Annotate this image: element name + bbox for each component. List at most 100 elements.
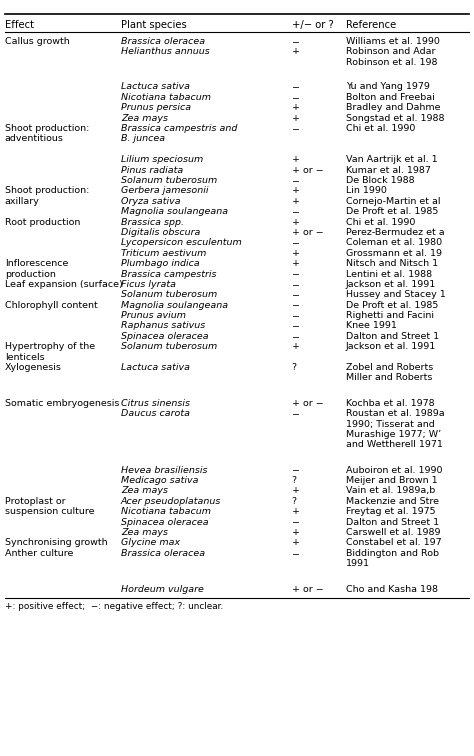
Text: −: − (292, 409, 300, 418)
Text: −: − (292, 301, 300, 310)
Text: Spinacea oleracea: Spinacea oleracea (121, 332, 209, 341)
Text: Constabel et al. 197: Constabel et al. 197 (346, 538, 442, 547)
Text: Lactuca sativa: Lactuca sativa (121, 363, 190, 372)
Text: Brassica campestris and: Brassica campestris and (121, 124, 237, 133)
Text: Knee 1991: Knee 1991 (346, 321, 397, 330)
Text: Kumar et al. 1987: Kumar et al. 1987 (346, 166, 431, 175)
Text: ?: ? (292, 363, 297, 372)
Text: Oryza sativa: Oryza sativa (121, 197, 181, 206)
Text: Brassica spp.: Brassica spp. (121, 218, 184, 227)
Text: Vain et al. 1989a,b: Vain et al. 1989a,b (346, 487, 435, 495)
Text: Shoot production:: Shoot production: (5, 124, 89, 133)
Text: −: − (292, 280, 300, 289)
Text: Kochba et al. 1978: Kochba et al. 1978 (346, 399, 435, 407)
Text: Dalton and Street 1: Dalton and Street 1 (346, 518, 439, 527)
Text: +: + (292, 48, 300, 57)
Text: Mackenzie and Stre: Mackenzie and Stre (346, 497, 439, 506)
Text: Miller and Roberts: Miller and Roberts (346, 373, 432, 383)
Text: Nicotiana tabacum: Nicotiana tabacum (121, 507, 211, 516)
Text: −: − (292, 549, 300, 558)
Text: −: − (292, 82, 300, 91)
Text: Nicotiana tabacum: Nicotiana tabacum (121, 93, 211, 102)
Text: Jackson et al. 1991: Jackson et al. 1991 (346, 342, 436, 352)
Text: Carswell et al. 1989: Carswell et al. 1989 (346, 528, 440, 537)
Text: Leaf expansion (surface): Leaf expansion (surface) (5, 280, 122, 289)
Text: −: − (292, 311, 300, 320)
Text: Daucus carota: Daucus carota (121, 409, 190, 418)
Text: Medicago sativa: Medicago sativa (121, 476, 199, 485)
Text: Lentini et al. 1988: Lentini et al. 1988 (346, 270, 432, 278)
Text: Lactuca sativa: Lactuca sativa (121, 82, 190, 91)
Text: +: + (292, 342, 300, 352)
Text: −: − (292, 176, 300, 185)
Text: +: + (292, 538, 300, 547)
Text: Zobel and Roberts: Zobel and Roberts (346, 363, 433, 372)
Text: De Block 1988: De Block 1988 (346, 176, 415, 185)
Text: ?: ? (292, 497, 297, 506)
Text: Hevea brasiliensis: Hevea brasiliensis (121, 466, 207, 475)
Text: + or −: + or − (292, 584, 323, 593)
Text: B. juncea: B. juncea (121, 135, 165, 144)
Text: Pinus radiata: Pinus radiata (121, 166, 183, 175)
Text: Prunus persica: Prunus persica (121, 104, 191, 112)
Text: Bolton and Freebai: Bolton and Freebai (346, 93, 435, 102)
Text: Zea mays: Zea mays (121, 528, 168, 537)
Text: +: + (292, 487, 300, 495)
Text: Robinson and Adar: Robinson and Adar (346, 48, 436, 57)
Text: +: + (292, 259, 300, 268)
Text: −: − (292, 290, 300, 299)
Text: adventitious: adventitious (5, 135, 64, 144)
Text: Murashige 1977; W’: Murashige 1977; W’ (346, 430, 441, 439)
Text: −: − (292, 466, 300, 475)
Text: + or −: + or − (292, 399, 323, 407)
Text: +: + (292, 187, 300, 195)
Text: Acer pseudoplatanus: Acer pseudoplatanus (121, 497, 221, 506)
Text: + or −: + or − (292, 228, 323, 237)
Text: Magnolia soulangeana: Magnolia soulangeana (121, 301, 228, 310)
Text: +: + (292, 249, 300, 258)
Text: −: − (292, 321, 300, 330)
Text: Plumbago indica: Plumbago indica (121, 259, 200, 268)
Text: Brassica oleracea: Brassica oleracea (121, 549, 205, 558)
Text: +: + (292, 218, 300, 227)
Text: Williams et al. 1990: Williams et al. 1990 (346, 37, 440, 46)
Text: axillary: axillary (5, 197, 40, 206)
Text: Chlorophyll content: Chlorophyll content (5, 301, 98, 310)
Text: Anther culture: Anther culture (5, 549, 73, 558)
Text: Perez-Bermudez et a: Perez-Bermudez et a (346, 228, 445, 237)
Text: Lilium speciosum: Lilium speciosum (121, 155, 203, 164)
Text: ?: ? (292, 476, 297, 485)
Text: Hussey and Stacey 1: Hussey and Stacey 1 (346, 290, 446, 299)
Text: +: + (292, 113, 300, 122)
Text: Robinson et al. 198: Robinson et al. 198 (346, 58, 438, 67)
Text: −: − (292, 37, 300, 46)
Text: −: − (292, 238, 300, 247)
Text: Chi et al. 1990: Chi et al. 1990 (346, 218, 415, 227)
Text: 1990; Tisserat and: 1990; Tisserat and (346, 420, 435, 429)
Text: Coleman et al. 1980: Coleman et al. 1980 (346, 238, 442, 247)
Text: Hordeum vulgare: Hordeum vulgare (121, 584, 204, 593)
Text: Inflorescence: Inflorescence (5, 259, 68, 268)
Text: Bradley and Dahme: Bradley and Dahme (346, 104, 440, 112)
Text: Citrus sinensis: Citrus sinensis (121, 399, 190, 407)
Text: Grossmann et al. 19: Grossmann et al. 19 (346, 249, 442, 258)
Text: −: − (292, 270, 300, 278)
Text: −: − (292, 332, 300, 341)
Text: Solanum tuberosum: Solanum tuberosum (121, 290, 217, 299)
Text: production: production (5, 270, 55, 278)
Text: −: − (292, 124, 300, 133)
Text: −: − (292, 518, 300, 527)
Text: Triticum aestivum: Triticum aestivum (121, 249, 206, 258)
Text: Prunus avium: Prunus avium (121, 311, 186, 320)
Text: suspension culture: suspension culture (5, 507, 94, 516)
Text: Effect: Effect (5, 20, 34, 29)
Text: Yu and Yang 1979: Yu and Yang 1979 (346, 82, 430, 91)
Text: Van Aartrijk et al. 1: Van Aartrijk et al. 1 (346, 155, 438, 164)
Text: +: + (292, 104, 300, 112)
Text: Lycopersicon esculentum: Lycopersicon esculentum (121, 238, 242, 247)
Text: Root production: Root production (5, 218, 80, 227)
Text: Cornejo-Martin et al: Cornejo-Martin et al (346, 197, 440, 206)
Text: Brassica campestris: Brassica campestris (121, 270, 216, 278)
Text: Roustan et al. 1989a: Roustan et al. 1989a (346, 409, 445, 418)
Text: Dalton and Street 1: Dalton and Street 1 (346, 332, 439, 341)
